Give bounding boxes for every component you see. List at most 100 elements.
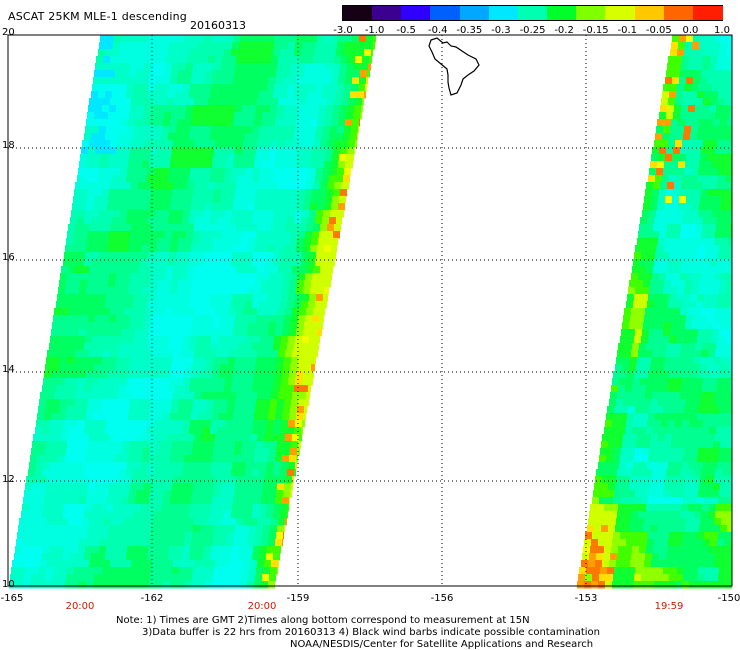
swath-cell [64, 336, 71, 344]
swath-cell [81, 399, 88, 407]
swath-cell [305, 63, 312, 71]
swath-cell [313, 308, 320, 316]
swath-cell [232, 462, 239, 470]
swath-cell [98, 49, 105, 57]
swath-cell [211, 210, 218, 218]
swath-cell [123, 189, 130, 197]
swath-cell [150, 154, 157, 162]
swath-cell [240, 329, 247, 337]
swath-cell [147, 175, 154, 183]
swath-cell [44, 497, 51, 505]
swath-cell [310, 245, 317, 253]
swath-cell [664, 525, 671, 533]
swath-cell [669, 532, 676, 540]
swath-cell [305, 273, 312, 281]
swath-cell [259, 511, 266, 519]
swath-cell [725, 336, 732, 344]
swath-cell [117, 434, 124, 442]
swath-cell [98, 301, 105, 309]
swath-cell [632, 427, 639, 435]
swath-cell [49, 427, 56, 435]
swath-cell [133, 469, 140, 477]
swath-cell [275, 413, 282, 421]
swath-cell [715, 70, 722, 78]
swath-cell [39, 399, 46, 407]
swath-cell [149, 455, 156, 463]
swath-cell [138, 224, 145, 232]
swath-cell [235, 357, 242, 365]
swath-cell [634, 455, 641, 463]
swath-cell [138, 392, 145, 400]
swath-cell [281, 168, 288, 176]
swath-cell [333, 147, 340, 155]
swath-cell [714, 560, 721, 568]
swath-cell [207, 567, 214, 575]
swath-cell [150, 490, 157, 498]
swath-cell [172, 147, 179, 155]
swath-cell [91, 175, 98, 183]
swath-cell [716, 224, 723, 232]
swath-cell [207, 147, 214, 155]
swath-cell [220, 364, 227, 372]
swath-cell [221, 147, 228, 155]
swath-cell [218, 252, 225, 260]
swath-cell [193, 63, 200, 71]
swath-cell [261, 119, 268, 127]
swath-cell [101, 112, 108, 120]
swath-cell [194, 308, 201, 316]
swath-cell [63, 259, 70, 267]
swath-cell [296, 287, 303, 295]
swath-cell [185, 196, 192, 204]
swath-cell [253, 378, 260, 386]
swath-cell [166, 224, 173, 232]
swath-cell [57, 378, 64, 386]
swath-cell [65, 539, 72, 547]
swath-cell [190, 252, 197, 260]
swath-cell [719, 210, 726, 218]
swath-cell [710, 462, 717, 470]
swath-cell [60, 525, 67, 533]
swath-cell [319, 273, 326, 281]
swath-cell [324, 203, 331, 211]
swath-cell [659, 553, 666, 561]
swath-cell [652, 231, 659, 239]
swath-cell [186, 567, 193, 575]
swath-cell [93, 497, 100, 505]
swath-cell [634, 413, 641, 421]
swath-cell [92, 294, 99, 302]
swath-cell [714, 476, 721, 484]
swath-cell [660, 182, 667, 190]
swath-cell [40, 560, 47, 568]
swath-cell [168, 553, 175, 561]
swath-cell [130, 315, 137, 323]
swath-cell [128, 539, 135, 547]
swath-cell [615, 441, 622, 449]
swath-cell [222, 392, 229, 400]
swath-cell [606, 532, 613, 540]
swath-cell [184, 35, 191, 43]
swath-cell [268, 455, 275, 463]
swath-cell [285, 182, 292, 190]
swath-cell [700, 35, 707, 43]
swath-cell [197, 84, 204, 92]
swath-cell [65, 497, 72, 505]
swath-cell [71, 210, 78, 218]
swath-cell [289, 455, 296, 463]
swath-cell [278, 350, 285, 358]
swath-cell [142, 413, 149, 421]
swath-cell [253, 294, 260, 302]
swath-cell [646, 182, 653, 190]
swath-cell [129, 112, 136, 120]
swath-cell [226, 287, 233, 295]
swath-cell [723, 546, 730, 554]
swath-cell [241, 406, 248, 414]
swath-cell [33, 476, 40, 484]
swath-cell [260, 210, 267, 218]
swath-cell [721, 315, 728, 323]
swath-cell [159, 182, 166, 190]
swath-cell [177, 371, 184, 379]
swath-cell [149, 497, 156, 505]
swath-cell [315, 217, 322, 225]
swath-cell [221, 315, 228, 323]
swath-cell [299, 140, 306, 148]
